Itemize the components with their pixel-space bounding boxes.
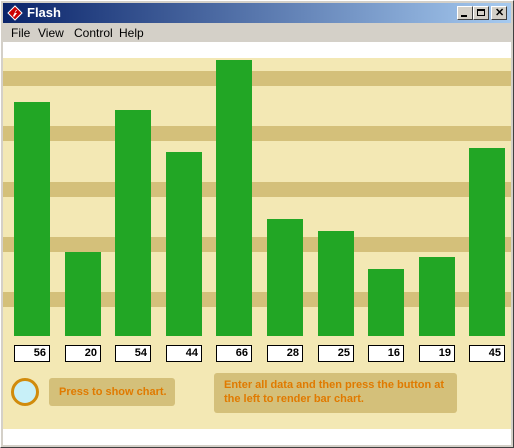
minimize-button[interactable] — [457, 6, 473, 20]
bar-1 — [14, 102, 50, 336]
close-icon: ✕ — [495, 7, 505, 19]
instructions-text: Enter all data and then press the button… — [214, 373, 457, 413]
value-input-6[interactable]: 28 — [267, 345, 303, 362]
menu-view[interactable]: View — [38, 26, 64, 40]
window-title: Flash — [27, 5, 61, 20]
title-bar[interactable]: Flash ✕ — [3, 3, 511, 23]
stage-bottom-margin — [3, 429, 511, 445]
bar-3 — [115, 110, 151, 336]
maximize-button[interactable] — [473, 6, 489, 20]
flash-stage: 56 20 54 44 66 28 25 16 19 45 Press to show chart… — [3, 58, 511, 429]
menu-file[interactable]: File — [11, 26, 31, 40]
bar-10 — [469, 148, 505, 336]
gridline-stripe — [3, 182, 511, 197]
bar-6 — [267, 219, 303, 336]
menu-bar: File View Control Help — [3, 23, 511, 42]
close-button[interactable]: ✕ — [491, 6, 507, 20]
bar-5 — [216, 60, 252, 336]
menu-control[interactable]: Control — [74, 26, 113, 40]
value-input-3[interactable]: 54 — [115, 345, 151, 362]
gridline-stripe — [3, 71, 511, 86]
gridline-stripe — [3, 237, 511, 252]
value-input-9[interactable]: 19 — [419, 345, 455, 362]
value-input-1[interactable]: 56 — [14, 345, 50, 362]
value-input-10[interactable]: 45 — [469, 345, 505, 362]
value-input-5[interactable]: 66 — [216, 345, 252, 362]
value-input-8[interactable]: 16 — [368, 345, 404, 362]
value-input-2[interactable]: 20 — [65, 345, 101, 362]
render-chart-button[interactable] — [11, 378, 39, 406]
value-input-7[interactable]: 25 — [318, 345, 354, 362]
bar-2 — [65, 252, 101, 336]
maximize-icon — [477, 9, 485, 16]
gridline-stripe — [3, 126, 511, 141]
bar-8 — [368, 269, 404, 336]
bar-7 — [318, 231, 354, 336]
bar-9 — [419, 257, 455, 336]
value-input-4[interactable]: 44 — [166, 345, 202, 362]
show-chart-label[interactable]: Press to show chart. — [49, 378, 175, 406]
menu-help[interactable]: Help — [119, 26, 144, 40]
bar-4 — [166, 152, 202, 336]
minimize-icon — [461, 15, 467, 17]
stage-top-margin — [3, 42, 511, 58]
flash-icon — [7, 5, 23, 21]
